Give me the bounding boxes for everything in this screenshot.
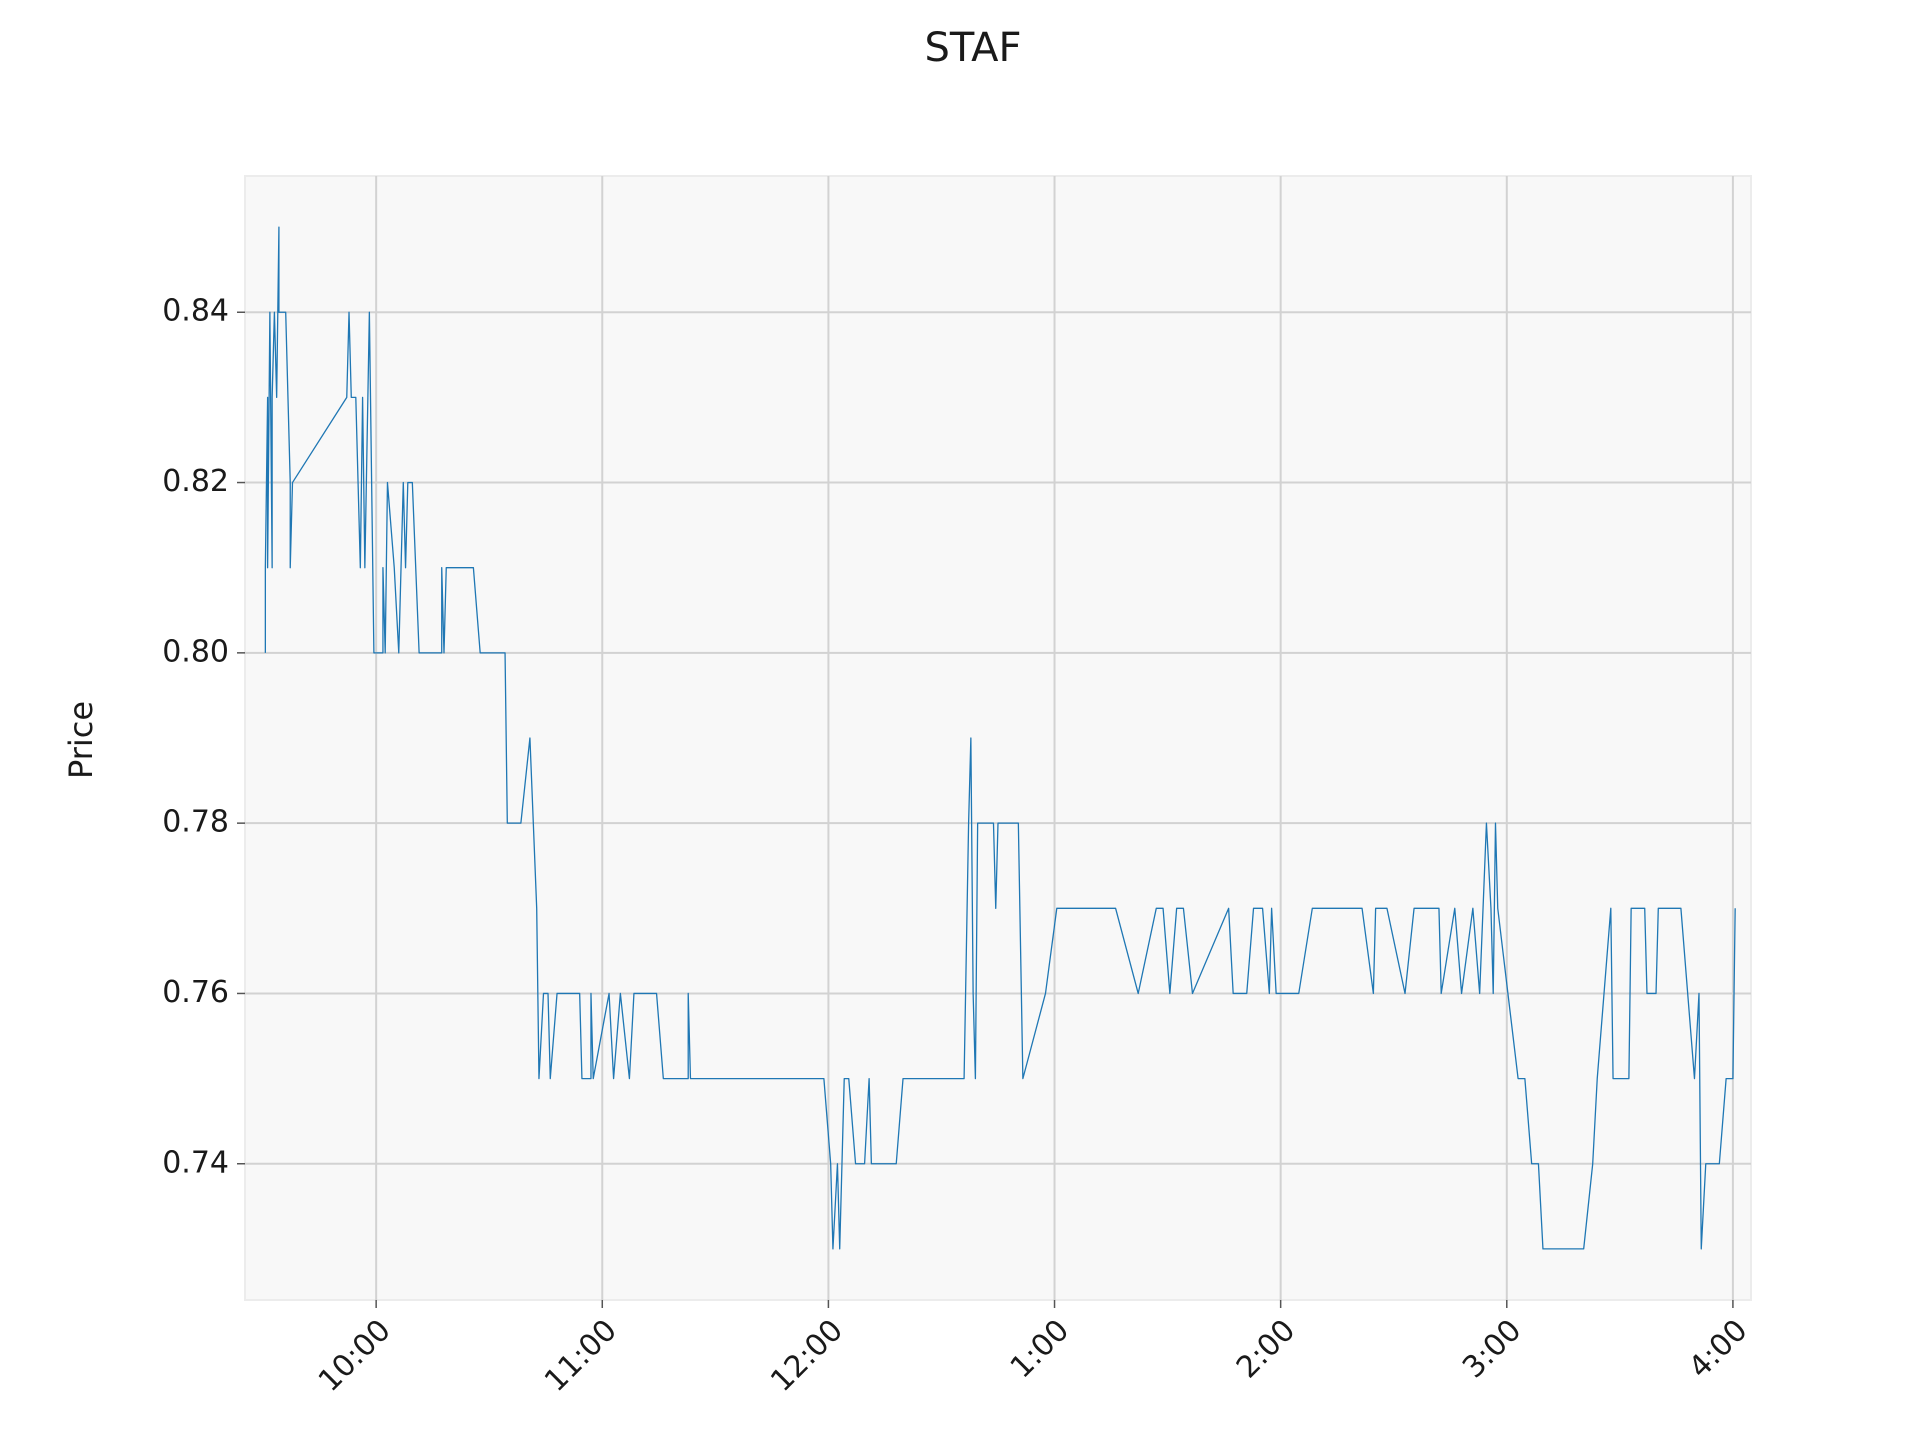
plot-area [244, 175, 1752, 1301]
y-tick-label: 0.76 [162, 975, 229, 1010]
y-tick-label: 0.74 [162, 1145, 229, 1180]
y-axis-label: Price [62, 701, 100, 779]
y-tick-label: 0.84 [162, 294, 229, 329]
price-line [264, 226, 1736, 1250]
y-tick-label: 0.78 [162, 805, 229, 840]
chart-title: STAF [924, 25, 1021, 71]
y-tick-label: 0.80 [162, 634, 229, 669]
y-tick-label: 0.82 [162, 464, 229, 499]
